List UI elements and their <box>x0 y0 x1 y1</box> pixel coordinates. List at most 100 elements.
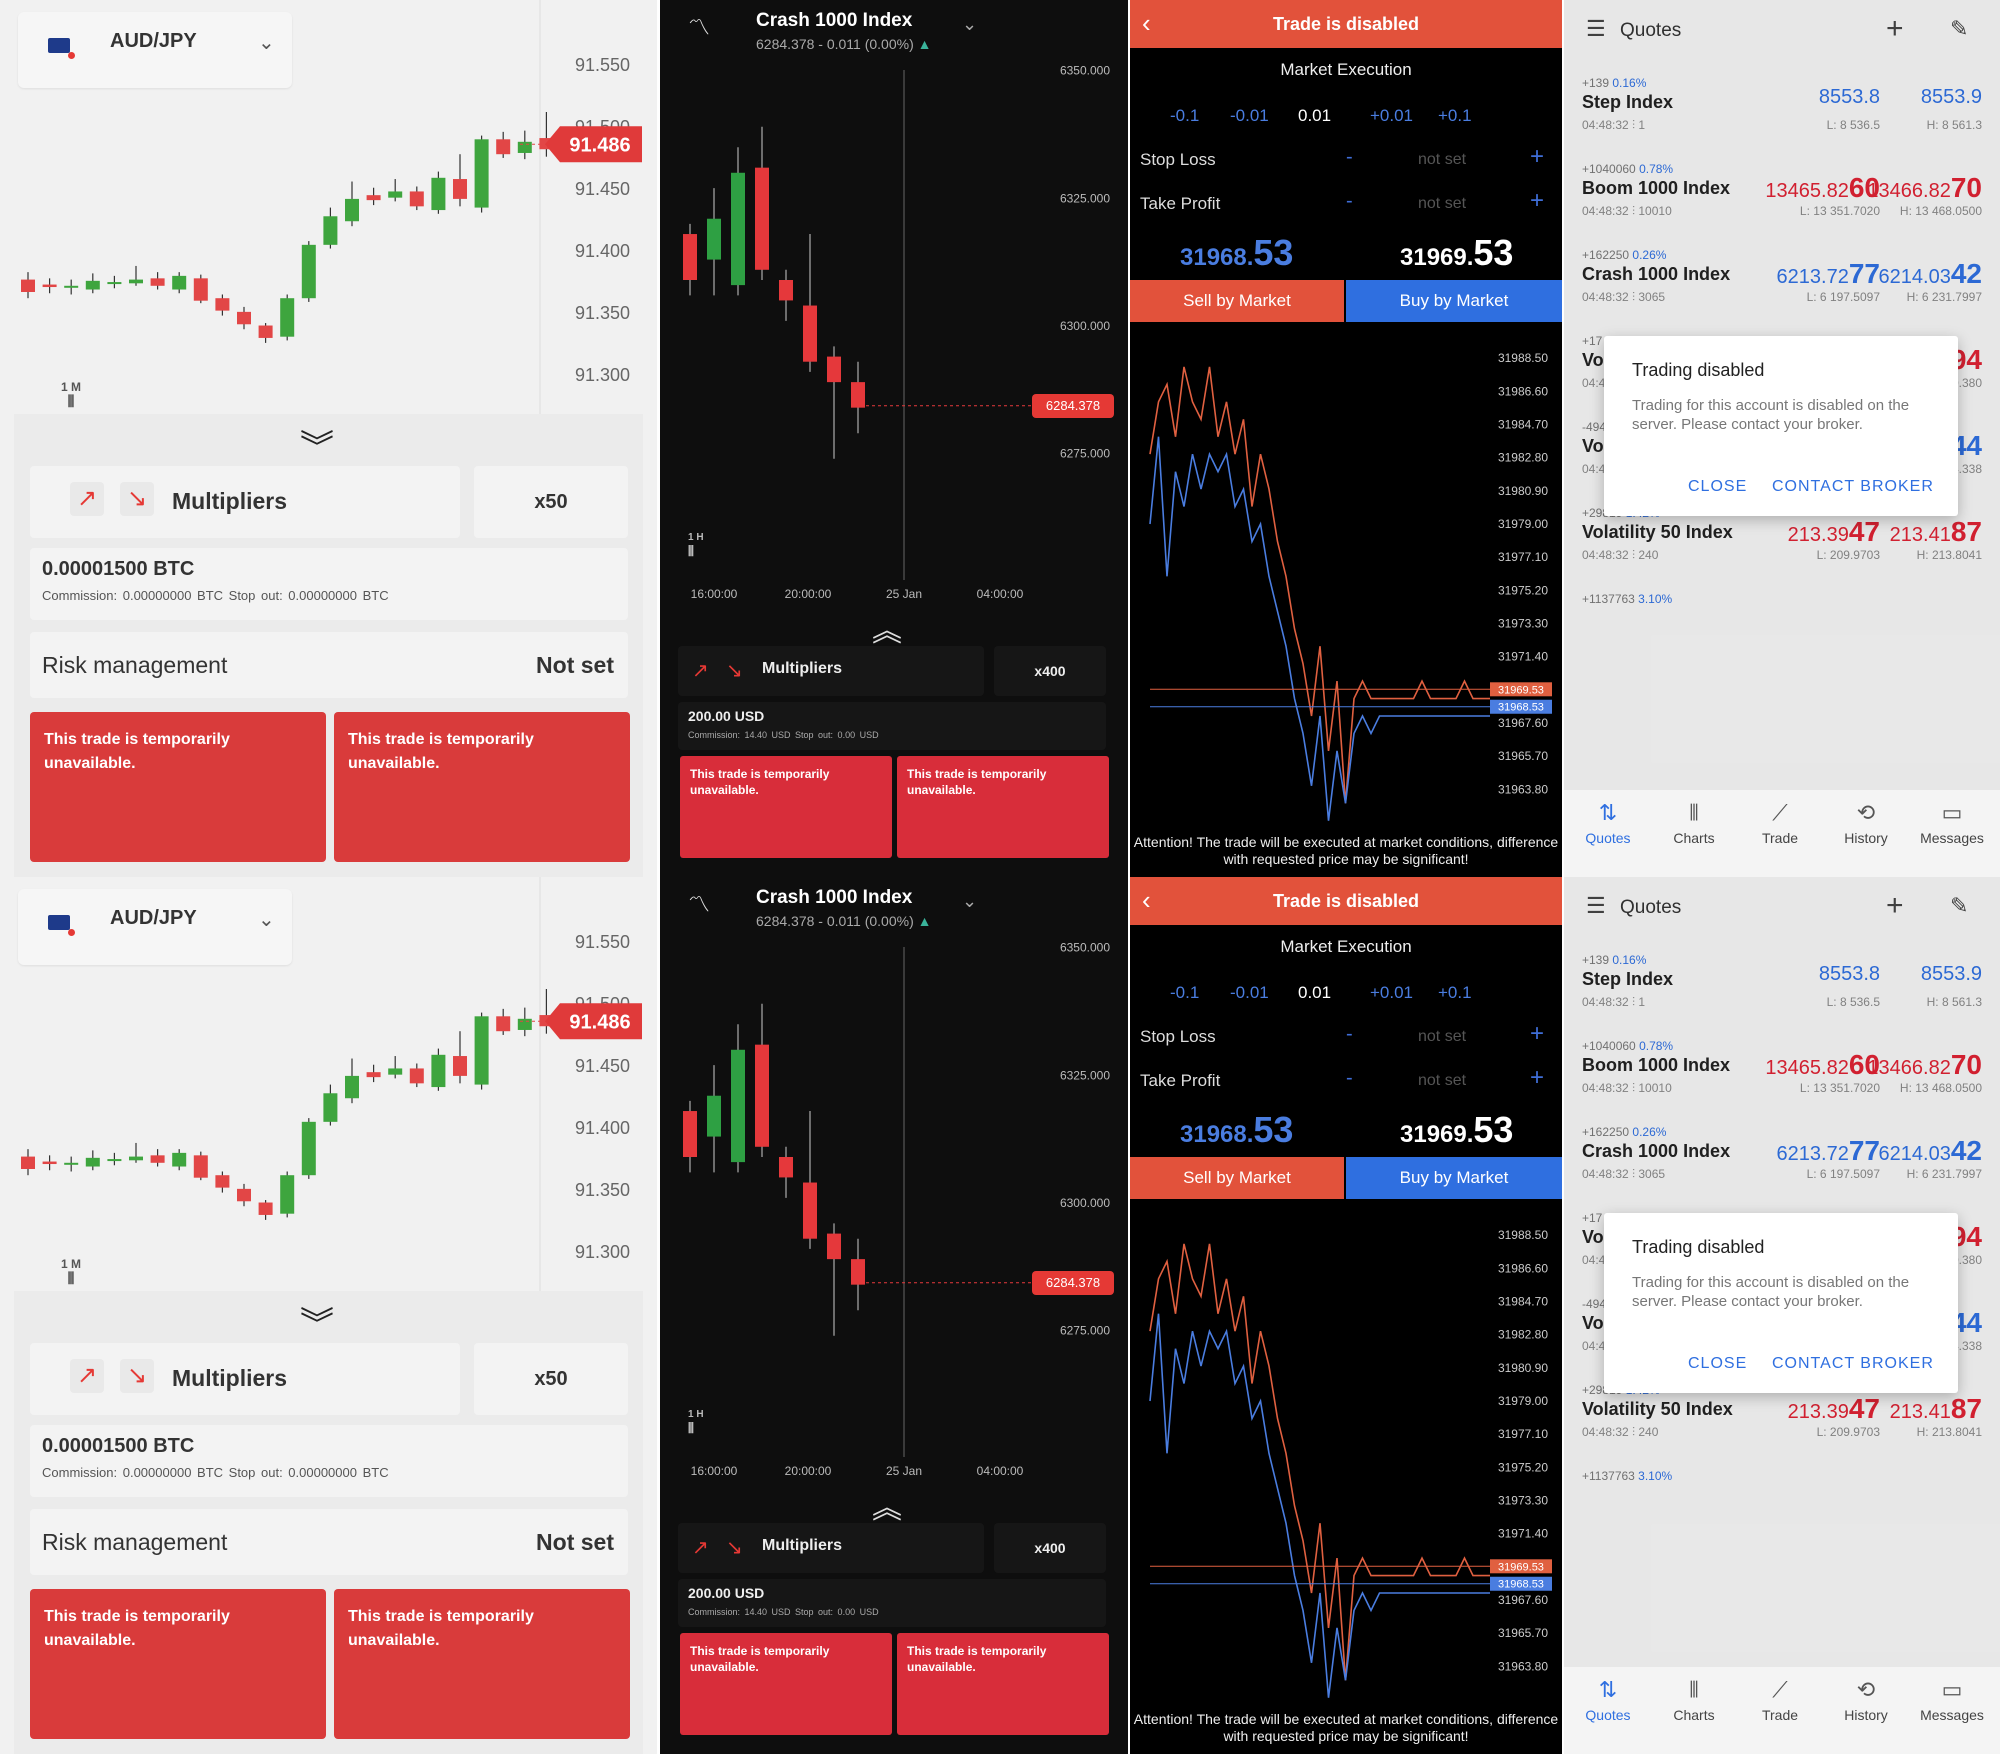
take-profit-input[interactable]: not set <box>1418 1072 1467 1089</box>
quote-row[interactable]: +162250 0.26% Crash 1000 Index 04:48:32 ⫶ … <box>1564 246 2000 332</box>
volume-step-button[interactable]: -0.01 <box>1230 106 1269 125</box>
quote-row[interactable]: +1137763 3.10% <box>1564 1467 2000 1553</box>
buy-by-market-button[interactable]: Buy by Market <box>1346 1157 1562 1199</box>
timeframe-button[interactable]: 1 H ⫴ <box>688 532 704 560</box>
nav-item-messages[interactable]: ▭ Messages <box>1910 800 1994 846</box>
nav-item-charts[interactable]: ⫴ Charts <box>1652 1677 1736 1723</box>
timeframe-button[interactable]: 1 H ⫴ <box>688 1409 704 1437</box>
volume-step-button[interactable]: +0.01 <box>1370 106 1414 125</box>
quote-row[interactable]: +29819 1.42%Volatility 50 Index04:48:32 … <box>1564 1381 2000 1467</box>
sell-by-market-button[interactable]: Sell by Market <box>1130 280 1344 322</box>
stop-loss-minus-button[interactable]: - <box>1346 146 1353 168</box>
add-symbol-icon[interactable]: + <box>1886 889 1904 922</box>
nav-item-history[interactable]: ⟲ History <box>1824 800 1908 846</box>
buy-button[interactable]: This trade is temporarily unavailable. <box>30 1589 326 1739</box>
stake-field[interactable]: 200.00 USD Commission: 14.40 USD Stop ou… <box>678 702 1106 750</box>
symbol-selector[interactable]: AUD/JPY ⌄ <box>18 12 292 88</box>
close-button[interactable]: CLOSE <box>1688 478 1748 495</box>
symbol-header[interactable]: 〽 Crash 1000 Index 6284.378 - 0.011 (0.0… <box>676 877 978 939</box>
multipliers-selector[interactable]: ↗ ↘ Multipliers <box>678 646 984 696</box>
volume-step-button[interactable]: -0.1 <box>1170 983 1200 1002</box>
chevron-down-icon[interactable]: ⌄ <box>258 32 275 54</box>
sell-button[interactable]: This trade is temporarily unavailable. <box>334 1589 630 1739</box>
stop-loss-input[interactable]: not set <box>1418 1028 1467 1045</box>
contact-broker-button[interactable]: CONTACT BROKER <box>1772 478 1934 495</box>
sell-by-market-button[interactable]: Sell by Market <box>1130 1157 1344 1199</box>
contact-broker-button[interactable]: CONTACT BROKER <box>1772 1355 1934 1372</box>
volume-step-button[interactable]: +0.1 <box>1438 983 1472 1002</box>
nav-item-trade[interactable]: ⟋ Trade <box>1738 1677 1822 1723</box>
take-profit-plus-button[interactable]: + <box>1530 187 1545 214</box>
quote-row[interactable]: +1040060 0.78% Boom 1000 Index 04:48:32 ⫶ … <box>1564 1037 2000 1123</box>
volume-step-button[interactable]: 0.01 <box>1298 983 1332 1002</box>
stake-field[interactable]: 0.00001500 BTC Commission: 0.00000000 BT… <box>30 548 628 620</box>
buy-button[interactable]: This trade is temporarily unavailable. <box>30 712 326 862</box>
nav-item-trade[interactable]: ⟋ Trade <box>1738 800 1822 846</box>
aud-jpy-candlestick-chart[interactable]: 91.55091.50091.45091.40091.35091.30091.4… <box>0 0 657 414</box>
nav-item-history[interactable]: ⟲ History <box>1824 1677 1908 1723</box>
nav-item-charts[interactable]: ⫴ Charts <box>1652 800 1736 846</box>
chevron-down-icon[interactable]: ⌄ <box>962 14 978 34</box>
chevron-down-icon[interactable]: ⌄ <box>258 909 275 931</box>
risk-management-row[interactable]: Risk management Not set <box>30 632 628 698</box>
volume-step-button[interactable]: +0.01 <box>1370 983 1414 1002</box>
take-profit-minus-button[interactable]: - <box>1346 190 1353 212</box>
leverage-selector[interactable]: x400 <box>994 1523 1106 1573</box>
sell-button[interactable]: This trade is temporarily unavailable. <box>334 712 630 862</box>
menu-icon[interactable]: ☰ <box>1586 893 1606 918</box>
menu-icon[interactable]: ☰ <box>1586 16 1606 41</box>
take-profit-minus-button[interactable]: - <box>1346 1067 1353 1089</box>
sell-button[interactable]: This trade is temporarily unavailable. <box>897 1633 1109 1735</box>
leverage-selector[interactable]: x50 <box>474 466 628 538</box>
stop-loss-plus-button[interactable]: + <box>1530 1020 1545 1047</box>
crash-candlestick-chart[interactable]: 6350.000 6325.000 6300.000 6275.000 16:00:00… <box>660 0 1128 600</box>
edit-pencil-icon[interactable]: ✎ <box>1950 893 1969 918</box>
chevron-down-icon[interactable]: ⌄ <box>962 891 978 911</box>
execution-type[interactable]: Market Execution <box>1280 937 1412 956</box>
volume-step-button[interactable]: -0.1 <box>1170 106 1200 125</box>
take-profit-plus-button[interactable]: + <box>1530 1064 1545 1091</box>
chevron-down-icon[interactable]: ︾ <box>300 1306 334 1344</box>
multipliers-selector[interactable]: ↗ ↘ Multipliers <box>678 1523 984 1573</box>
chevron-down-icon[interactable]: ︾ <box>300 429 334 467</box>
quote-row[interactable]: +139 0.16% Step Index 04:48:32 ⫶ 1 8553.8 85… <box>1564 74 2000 160</box>
risk-management-row[interactable]: Risk management Not set <box>30 1509 628 1575</box>
add-symbol-icon[interactable]: + <box>1886 12 1904 45</box>
quote-row[interactable]: +1137763 3.10% <box>1564 590 2000 676</box>
chevron-up-icon[interactable]: ︽ <box>872 615 902 648</box>
chevron-up-icon[interactable]: ︽ <box>872 1492 902 1525</box>
timeframe-button[interactable]: 1 M ⫴ <box>48 380 94 430</box>
volume-step-button[interactable]: -0.01 <box>1230 983 1269 1002</box>
multipliers-selector[interactable]: ↗ ↘ Multipliers <box>30 466 460 538</box>
multipliers-selector[interactable]: ↗ ↘ Multipliers <box>30 1343 460 1415</box>
back-chevron-icon[interactable]: ‹ <box>1142 885 1151 915</box>
nav-item-quotes[interactable]: ⇅ Quotes <box>1566 800 1650 846</box>
stop-loss-plus-button[interactable]: + <box>1530 143 1545 170</box>
leverage-selector[interactable]: x400 <box>994 646 1106 696</box>
quote-row[interactable]: +1040060 0.78% Boom 1000 Index 04:48:32 ⫶ … <box>1564 160 2000 246</box>
leverage-selector[interactable]: x50 <box>474 1343 628 1415</box>
edit-pencil-icon[interactable]: ✎ <box>1950 16 1969 41</box>
nav-item-messages[interactable]: ▭ Messages <box>1910 1677 1994 1723</box>
aud-jpy-candlestick-chart[interactable]: 91.55091.50091.45091.40091.35091.30091.4… <box>0 877 657 1291</box>
close-button[interactable]: CLOSE <box>1688 1355 1748 1372</box>
stake-field[interactable]: 0.00001500 BTC Commission: 0.00000000 BT… <box>30 1425 628 1497</box>
stake-field[interactable]: 200.00 USD Commission: 14.40 USD Stop ou… <box>678 1579 1106 1627</box>
back-chevron-icon[interactable]: ‹ <box>1142 8 1151 38</box>
stop-loss-minus-button[interactable]: - <box>1346 1023 1353 1045</box>
stop-loss-input[interactable]: not set <box>1418 151 1467 168</box>
execution-type[interactable]: Market Execution <box>1280 60 1412 79</box>
nav-item-quotes[interactable]: ⇅ Quotes <box>1566 1677 1650 1723</box>
volume-step-button[interactable]: 0.01 <box>1298 106 1332 125</box>
buy-button[interactable]: This trade is temporarily unavailable. <box>680 1633 892 1735</box>
symbol-header[interactable]: 〽 Crash 1000 Index 6284.378 - 0.011 (0.0… <box>676 0 978 62</box>
buy-button[interactable]: This trade is temporarily unavailable. <box>680 756 892 858</box>
take-profit-input[interactable]: not set <box>1418 195 1467 212</box>
crash-candlestick-chart[interactable]: 6350.000 6325.000 6300.000 6275.000 16:00:00… <box>660 877 1128 1477</box>
buy-by-market-button[interactable]: Buy by Market <box>1346 280 1562 322</box>
quote-row[interactable]: +162250 0.26% Crash 1000 Index 04:48:32 ⫶ … <box>1564 1123 2000 1209</box>
quote-row[interactable]: +29819 1.42%Volatility 50 Index04:48:32 … <box>1564 504 2000 590</box>
quote-row[interactable]: +139 0.16% Step Index 04:48:32 ⫶ 1 8553.8 85… <box>1564 951 2000 1037</box>
symbol-selector[interactable]: AUD/JPY ⌄ <box>18 889 292 965</box>
timeframe-button[interactable]: 1 M ⫴ <box>48 1257 94 1307</box>
